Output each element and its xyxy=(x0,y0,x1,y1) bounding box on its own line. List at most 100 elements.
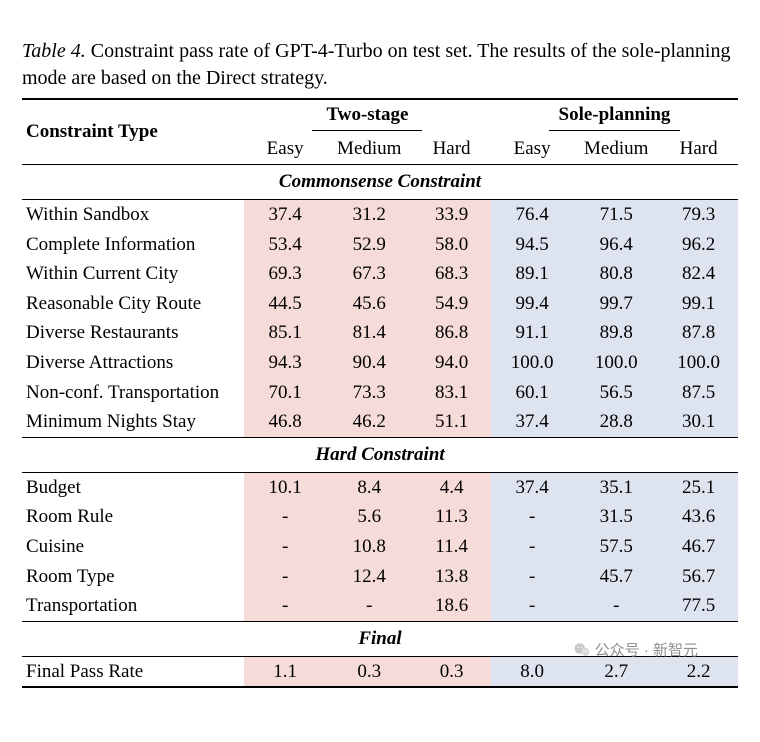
cell-sole-planning: - xyxy=(491,502,573,532)
row-label: Within Sandbox xyxy=(22,199,244,229)
cell-two-stage: 5.6 xyxy=(326,502,412,532)
cell-sole-planning: - xyxy=(491,532,573,562)
cell-two-stage: 94.0 xyxy=(412,348,491,378)
section-title-row: Commonsense Constraint xyxy=(22,165,738,200)
cell-sole-planning: - xyxy=(491,591,573,621)
cell-two-stage: - xyxy=(244,532,326,562)
cell-two-stage: 11.3 xyxy=(412,502,491,532)
cell-two-stage: 10.8 xyxy=(326,532,412,562)
cell-sole-planning: 45.7 xyxy=(573,562,659,592)
cell-two-stage: 51.1 xyxy=(412,407,491,437)
cell-sole-planning: 100.0 xyxy=(659,348,738,378)
table-row: Final Pass Rate1.10.30.38.02.72.2 xyxy=(22,656,738,687)
cell-two-stage: 68.3 xyxy=(412,259,491,289)
col-group-two-stage: Two-stage xyxy=(244,99,491,133)
cell-two-stage: 12.4 xyxy=(326,562,412,592)
cell-two-stage: 46.2 xyxy=(326,407,412,437)
cell-sole-planning: 31.5 xyxy=(573,502,659,532)
cell-two-stage: 94.3 xyxy=(244,348,326,378)
cell-sole-planning: 80.8 xyxy=(573,259,659,289)
cell-sole-planning: 56.7 xyxy=(659,562,738,592)
section-title-row: Hard Constraint xyxy=(22,438,738,473)
cell-two-stage: 67.3 xyxy=(326,259,412,289)
col-sub-sole-easy: Easy xyxy=(491,133,573,165)
cell-two-stage: 69.3 xyxy=(244,259,326,289)
cell-two-stage: 83.1 xyxy=(412,378,491,408)
row-label: Transportation xyxy=(22,591,244,621)
cell-two-stage: 0.3 xyxy=(412,656,491,687)
cell-two-stage: 11.4 xyxy=(412,532,491,562)
row-label: Final Pass Rate xyxy=(22,656,244,687)
section-title: Hard Constraint xyxy=(22,438,738,473)
cell-two-stage: 18.6 xyxy=(412,591,491,621)
cell-sole-planning: 25.1 xyxy=(659,472,738,502)
cell-sole-planning: - xyxy=(491,562,573,592)
cell-two-stage: 44.5 xyxy=(244,289,326,319)
section-title: Commonsense Constraint xyxy=(22,165,738,200)
col-sub-two-hard: Hard xyxy=(412,133,491,165)
constraint-table: Constraint Type Two-stage Sole-planning … xyxy=(22,98,738,688)
col-sub-two-easy: Easy xyxy=(244,133,326,165)
cell-two-stage: 73.3 xyxy=(326,378,412,408)
cell-two-stage: - xyxy=(244,502,326,532)
cell-two-stage: 8.4 xyxy=(326,472,412,502)
cell-two-stage: - xyxy=(244,562,326,592)
cell-sole-planning: 43.6 xyxy=(659,502,738,532)
cell-sole-planning: 100.0 xyxy=(491,348,573,378)
row-label: Reasonable City Route xyxy=(22,289,244,319)
cell-two-stage: 81.4 xyxy=(326,318,412,348)
table-row: Within Current City69.367.368.389.180.88… xyxy=(22,259,738,289)
row-label: Within Current City xyxy=(22,259,244,289)
cell-sole-planning: 8.0 xyxy=(491,656,573,687)
row-label: Room Rule xyxy=(22,502,244,532)
cell-two-stage: 90.4 xyxy=(326,348,412,378)
cell-sole-planning: 94.5 xyxy=(491,230,573,260)
table-row: Reasonable City Route44.545.654.999.499.… xyxy=(22,289,738,319)
col-header-constraint-type: Constraint Type xyxy=(22,99,244,165)
cell-two-stage: - xyxy=(244,591,326,621)
row-label: Diverse Restaurants xyxy=(22,318,244,348)
table-row: Diverse Attractions94.390.494.0100.0100.… xyxy=(22,348,738,378)
cell-sole-planning: 100.0 xyxy=(573,348,659,378)
table-row: Budget10.18.44.437.435.125.1 xyxy=(22,472,738,502)
cell-two-stage: 13.8 xyxy=(412,562,491,592)
cell-sole-planning: 30.1 xyxy=(659,407,738,437)
table-row: Room Type-12.413.8-45.756.7 xyxy=(22,562,738,592)
cell-two-stage: 37.4 xyxy=(244,199,326,229)
cell-sole-planning: 82.4 xyxy=(659,259,738,289)
cell-sole-planning: 2.2 xyxy=(659,656,738,687)
table-row: Complete Information53.452.958.094.596.4… xyxy=(22,230,738,260)
cell-sole-planning: 91.1 xyxy=(491,318,573,348)
cell-sole-planning: 89.1 xyxy=(491,259,573,289)
table-caption: Table 4. Constraint pass rate of GPT-4-T… xyxy=(22,38,738,92)
cell-sole-planning: 37.4 xyxy=(491,472,573,502)
cell-two-stage: 53.4 xyxy=(244,230,326,260)
row-label: Complete Information xyxy=(22,230,244,260)
cell-sole-planning: 87.5 xyxy=(659,378,738,408)
cell-sole-planning: 28.8 xyxy=(573,407,659,437)
table-row: Within Sandbox37.431.233.976.471.579.3 xyxy=(22,199,738,229)
cell-sole-planning: 46.7 xyxy=(659,532,738,562)
table-row: Diverse Restaurants85.181.486.891.189.88… xyxy=(22,318,738,348)
section-title: Final xyxy=(22,621,738,656)
cell-sole-planning: 76.4 xyxy=(491,199,573,229)
cell-two-stage: 70.1 xyxy=(244,378,326,408)
row-label: Budget xyxy=(22,472,244,502)
table-row: Minimum Nights Stay46.846.251.137.428.83… xyxy=(22,407,738,437)
cell-sole-planning: 37.4 xyxy=(491,407,573,437)
cell-two-stage: 85.1 xyxy=(244,318,326,348)
cell-sole-planning: 96.4 xyxy=(573,230,659,260)
col-sub-sole-hard: Hard xyxy=(659,133,738,165)
col-group-sole-planning: Sole-planning xyxy=(491,99,738,133)
cell-sole-planning: 60.1 xyxy=(491,378,573,408)
cell-sole-planning: 87.8 xyxy=(659,318,738,348)
row-label: Room Type xyxy=(22,562,244,592)
row-label: Non-conf. Transportation xyxy=(22,378,244,408)
cell-sole-planning: 2.7 xyxy=(573,656,659,687)
cell-sole-planning: 99.7 xyxy=(573,289,659,319)
cell-two-stage: 31.2 xyxy=(326,199,412,229)
cell-sole-planning: 96.2 xyxy=(659,230,738,260)
caption-text: Constraint pass rate of GPT-4-Turbo on t… xyxy=(22,40,730,89)
section-title-row: Final xyxy=(22,621,738,656)
cell-sole-planning: 99.1 xyxy=(659,289,738,319)
